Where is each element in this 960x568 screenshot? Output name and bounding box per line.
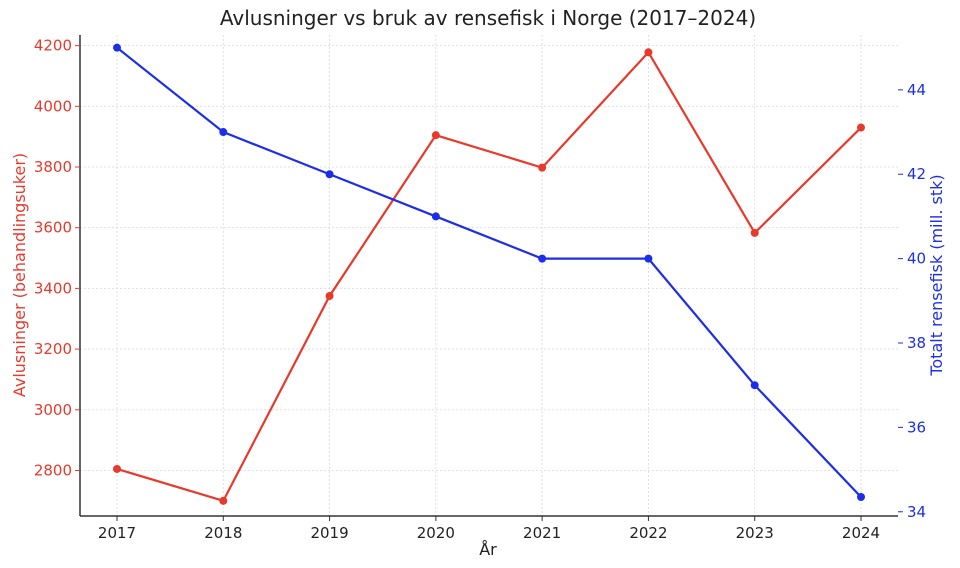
axes (79, 35, 898, 517)
x-axis-label: År (479, 540, 497, 559)
y-right-tick-label: 40 (907, 250, 926, 268)
data-point-left (113, 464, 121, 473)
y-left-tick-label: 2800 (34, 461, 72, 479)
x-tick-label: 2019 (310, 524, 348, 542)
y-right-tick-label: 42 (907, 165, 926, 183)
x-tick-label: 2022 (629, 524, 667, 542)
y-left-tick-label: 3200 (34, 340, 72, 358)
y-axis-left-label: Avlusninger (behandlingsuker) (10, 153, 29, 397)
y-right-tick-label: 38 (907, 334, 926, 352)
chart-title: Avlusninger vs bruk av rensefisk i Norge… (220, 6, 756, 30)
data-point-left (325, 291, 334, 300)
data-point-right (857, 493, 865, 502)
y-left-tick-label: 3800 (34, 158, 72, 176)
y-right-tick-label: 34 (907, 503, 926, 521)
series (113, 43, 865, 505)
data-point-left (219, 496, 228, 505)
grid (80, 35, 898, 516)
y-left-tick-label: 3400 (34, 279, 72, 297)
data-point-right (538, 254, 547, 263)
y-right-tick-label: 44 (907, 81, 926, 99)
data-point-left (750, 228, 759, 237)
data-point-right (219, 128, 228, 137)
series-line-right (116, 46, 862, 498)
y-left-tick-label: 3600 (34, 219, 72, 237)
y-right-tick-label: 36 (907, 418, 926, 436)
data-point-right (750, 381, 759, 390)
x-tick-label: 2023 (736, 524, 774, 542)
data-point-left (431, 131, 440, 140)
data-point-right (644, 254, 653, 263)
y-left-tick-label: 4000 (34, 97, 72, 115)
x-tick-label: 2017 (98, 524, 136, 542)
data-point-left (644, 48, 653, 57)
x-tick-label: 2021 (523, 524, 561, 542)
data-point-left (857, 123, 865, 132)
x-tick-label: 2018 (204, 524, 242, 542)
x-tick-label: 2020 (417, 524, 455, 542)
data-point-left (538, 163, 547, 172)
ticks: 2017 2018 2019 2020 2021 2022 2023 2024 2800 3000… (34, 37, 926, 542)
x-tick-label: 2024 (842, 524, 880, 542)
data-point-right (431, 212, 440, 221)
data-point-right (325, 170, 334, 179)
y-left-tick-label: 4200 (34, 37, 72, 55)
y-axis-right-label: Totalt rensefisk (mill. stk) (927, 174, 946, 376)
series-line-left (116, 50, 862, 503)
y-left-tick-label: 3000 (34, 401, 72, 419)
data-point-right (113, 43, 121, 52)
